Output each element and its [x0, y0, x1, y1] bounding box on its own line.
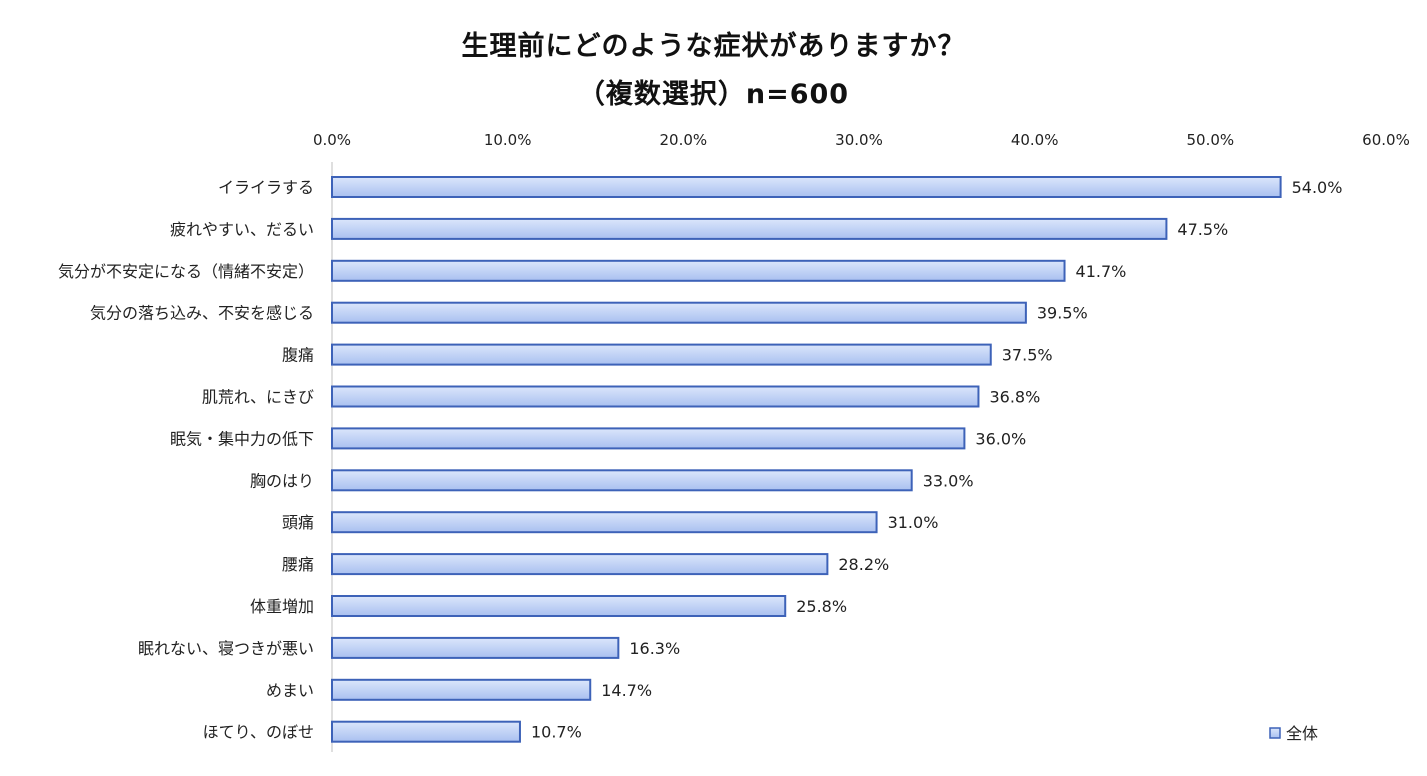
data-label: 28.2% [838, 555, 889, 574]
category-label: 頭痛 [282, 513, 314, 532]
bar [331, 636, 620, 659]
category-label: 胸のはり [250, 471, 314, 490]
x-tick-label: 50.0% [1187, 131, 1235, 149]
data-label: 16.3% [629, 639, 680, 658]
x-tick-label: 10.0% [484, 131, 532, 149]
category-label: ほてり、のぼせ [203, 723, 314, 742]
category-label: 肌荒れ、にきび [202, 388, 314, 407]
legend-label: 全体 [1286, 724, 1318, 743]
category-label: 体重増加 [250, 597, 314, 616]
x-tick-label: 40.0% [1011, 131, 1059, 149]
bar [331, 553, 829, 576]
bar [331, 720, 521, 743]
bar [331, 176, 1282, 198]
bar [331, 217, 1168, 240]
legend-swatch [1269, 727, 1281, 739]
bar [331, 259, 1066, 282]
data-label: 31.0% [888, 513, 939, 532]
data-label: 41.7% [1076, 262, 1127, 281]
category-label: 眠れない、寝つきが悪い [138, 639, 314, 658]
x-tick-label: 20.0% [660, 131, 708, 149]
category-label: 気分が不安定になる（情緒不安定） [58, 262, 314, 281]
category-label: 疲れやすい、だるい [170, 220, 314, 239]
data-label: 47.5% [1177, 220, 1228, 239]
x-tick-label: 60.0% [1362, 131, 1410, 149]
data-label: 37.5% [1002, 346, 1053, 365]
x-tick-label: 0.0% [313, 131, 351, 149]
data-label: 14.7% [601, 681, 652, 700]
bar [331, 511, 878, 534]
bar [331, 427, 966, 450]
bar [331, 595, 787, 617]
category-label: イライラする [218, 178, 314, 197]
data-label: 10.7% [531, 723, 582, 742]
bar [331, 301, 1027, 324]
chart-subtitle: （複数選択）n=600 [577, 79, 850, 110]
bar [331, 343, 992, 366]
data-label: 36.0% [975, 429, 1026, 448]
x-tick-label: 30.0% [835, 131, 883, 149]
category-label: めまい [266, 681, 314, 700]
bar [331, 678, 592, 701]
chart-title: 生理前にどのような症状がありますか？ [461, 31, 966, 62]
bar [331, 385, 980, 408]
data-label: 39.5% [1037, 304, 1088, 323]
data-label: 36.8% [989, 388, 1040, 407]
category-label: 腹痛 [282, 346, 314, 365]
data-label: 33.0% [923, 471, 974, 490]
category-label: 気分の落ち込み、不安を感じる [90, 304, 314, 323]
bar [331, 469, 913, 492]
data-label: 54.0% [1292, 178, 1343, 197]
category-label: 眠気・集中力の低下 [170, 429, 314, 448]
data-label: 25.8% [796, 597, 847, 616]
category-label: 腰痛 [282, 555, 314, 574]
